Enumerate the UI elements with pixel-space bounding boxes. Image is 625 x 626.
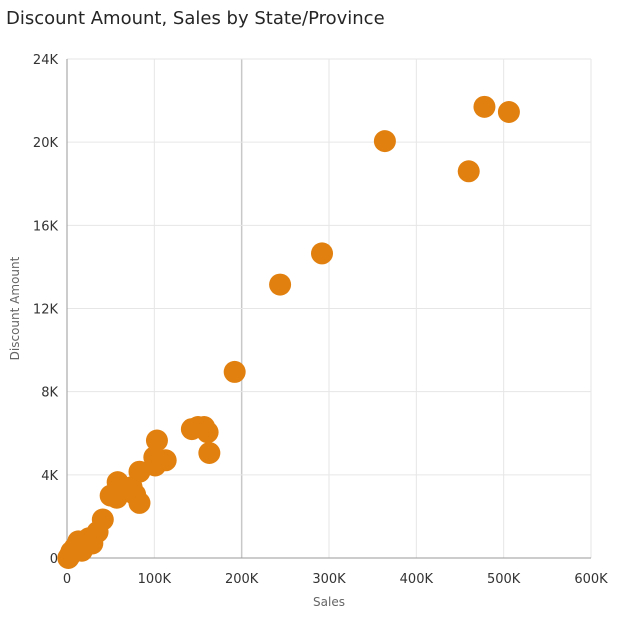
data-point[interactable] [473, 95, 496, 118]
data-point[interactable] [105, 486, 128, 509]
axes [66, 59, 591, 559]
data-point[interactable] [497, 101, 520, 124]
data-point[interactable] [128, 491, 151, 514]
data-point[interactable] [269, 273, 292, 296]
x-tick-label: 600K [574, 572, 608, 587]
data-point[interactable] [311, 242, 334, 265]
x-tick-label: 300K [312, 572, 346, 587]
data-point[interactable] [457, 160, 480, 183]
y-tick-label: 8K [41, 386, 58, 401]
x-axis-title: Sales [313, 595, 345, 609]
x-tick-label: 0 [63, 572, 71, 587]
x-tick-label: 200K [225, 572, 259, 587]
grid-lines [67, 58, 592, 558]
y-tick-label: 16K [33, 219, 59, 234]
data-point[interactable] [196, 421, 219, 444]
data-point[interactable] [57, 547, 80, 569]
data-point[interactable] [223, 360, 246, 383]
y-tick-label: 24K [33, 53, 59, 68]
x-tick-label: 400K [400, 572, 434, 587]
y-axis-title: Discount Amount [8, 256, 22, 360]
data-point[interactable] [145, 429, 168, 452]
data-point[interactable] [198, 442, 221, 465]
y-tick-label: 20K [33, 136, 59, 151]
y-tick-label: 0 [50, 552, 58, 567]
tick-labels: 0 100K 200K 300K 400K 500K 600K 0 4K 8K 12K 16K 20K 2… [33, 53, 608, 587]
y-tick-label: 4K [41, 469, 58, 484]
x-tick-label: 500K [487, 572, 521, 587]
data-point[interactable] [373, 130, 396, 153]
y-tick-label: 12K [33, 303, 59, 318]
data-points [57, 95, 520, 569]
x-tick-label: 100K [138, 572, 172, 587]
chart-title: Discount Amount, Sales by State/Province [6, 8, 385, 29]
